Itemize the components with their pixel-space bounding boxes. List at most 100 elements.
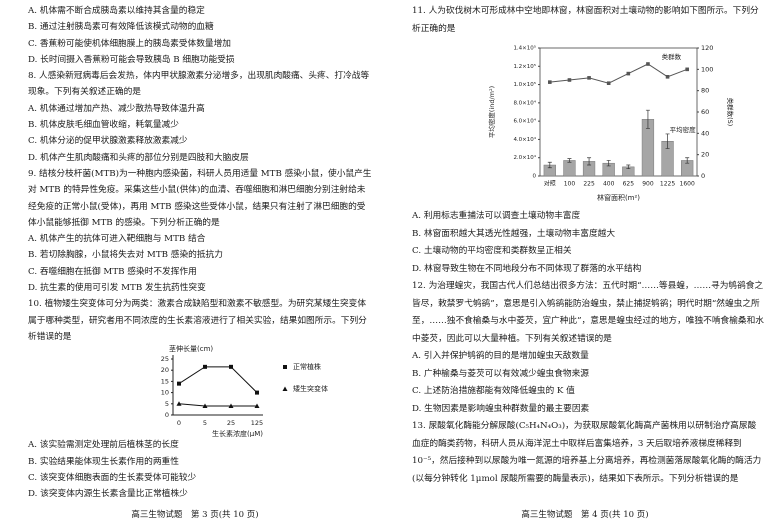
question-stem: 8. 人感染新冠病毒后会发热，体内甲状腺激素分泌增多，出现肌肉酸痛、头疼、打冷战… <box>28 71 370 98</box>
option: B. 机体皮肤毛细血管收缩，耗氧量减少 <box>28 120 179 131</box>
x-tick-label: 100 <box>564 181 576 188</box>
y2-tick-label: 0 <box>701 172 705 180</box>
marker <box>229 365 233 370</box>
y2-tick-label: 120 <box>701 44 713 52</box>
option: A. 该实验需测定处理前后植株茎的长度 <box>28 440 179 451</box>
option: B. 通过注射胰岛素可有效降低该模式动物的血糖 <box>28 22 214 33</box>
figure: 茎伸长量(cm) 生长素浓度(μM) 0 5 10 15 20 25 0 5 25 125 正常植株 矮生… <box>28 345 373 437</box>
y-tick-label: 1.4×10⁵ <box>513 45 536 52</box>
y-tick-label: 1.0×10⁵ <box>513 81 536 88</box>
option: A. 机体需不断合成胰岛素以维持其含量的稳定 <box>28 6 205 16</box>
y-tick-label: 8.0×10⁴ <box>513 99 536 106</box>
series-annotation: 类群数 <box>662 52 682 61</box>
legend-label: 正常植株 <box>293 362 321 371</box>
error-bar <box>645 109 650 129</box>
option: D. 机体产生肌肉酸痛和头疼的部位分别是四肢和大脑皮层 <box>28 152 249 163</box>
page-footer: 高三生物试题 第 3 页(共 10 页) <box>131 510 259 520</box>
option: A. 利用标志重捕法可以调查土壤动物丰富度 <box>412 211 581 221</box>
marker <box>254 403 260 409</box>
x-tick-label: 400 <box>603 181 615 188</box>
marker <box>176 401 182 407</box>
y-tick-label: 2.0×10⁴ <box>513 154 536 161</box>
option: B. 若切除胸腺，小鼠将失去对 MTB 感染的抵抗力 <box>28 250 223 261</box>
y2-tick-label: 100 <box>701 65 713 73</box>
x-axis-label: 林窗面积(m²) <box>597 193 640 202</box>
marker <box>626 71 631 76</box>
x-tick-label: 25 <box>227 419 235 427</box>
y-tick-label: 6.0×10⁴ <box>513 118 536 125</box>
option: C. 机体分泌的促甲状腺激素释放激素减少 <box>28 136 188 147</box>
marker <box>203 365 207 370</box>
marker <box>283 365 287 370</box>
question-stem: 13. 尿酸氧化酶能分解尿酸(C₅H₄N₄O₃)，为获取尿酸氧化酶高产菌株用以研… <box>412 421 762 484</box>
option: A. 机体产生的抗体可进入靶细胞与 MTB 结合 <box>28 234 206 245</box>
left-page: A. 机体需不断合成胰岛素以维持其含量的稳定 B. 通过注射胰岛素可有效降低该模… <box>28 3 373 502</box>
marker <box>665 75 670 79</box>
page-footer: 高三生物试题 第 4 页(共 10 页) <box>521 510 649 520</box>
y-axis-label: 平均密度(ind/m²) <box>487 86 496 138</box>
legend-label: 矮生突变体 <box>293 384 328 393</box>
marker <box>587 76 591 80</box>
error-bar <box>587 157 592 166</box>
bar-line-chart: 0 2.0×10⁴ 4.0×10⁴ 6.0×10⁴ 8.0×10⁴ 1.0×10⁵ 1.2×… <box>487 44 735 202</box>
option: B. 广种榆桑与菱芡可以有效减少蝗虫食物来源 <box>412 368 589 379</box>
x-tick-label: 1225 <box>660 181 675 188</box>
series-annotation: 平均密度 <box>670 125 697 134</box>
option: D. 林窗导致生物在不同地段分布不同体现了群落的水平结构 <box>412 263 642 274</box>
error-bar <box>567 158 572 163</box>
question-stem: 12. 为治理蝗灾，我国古代人们总结出很多方法：五代时期“……等县蝗，……寻为鸲… <box>412 281 764 344</box>
error-bar <box>626 164 631 170</box>
line-chart: 茎伸长量(cm) 生长素浓度(μM) 0 5 10 15 20 25 0 5 25 125 正常植株矮生… <box>161 345 328 437</box>
y-tick-label: 1.2×10⁵ <box>513 63 536 70</box>
option: D. 生物因素是影响蝗虫种群数量的最主要因素 <box>412 403 590 414</box>
y-tick-label: 4.0×10⁴ <box>513 136 536 143</box>
question-stem: 9. 结核分枝杆菌(MTB)为一种胞内感染菌，科研人员用适量 MTB 感染小鼠，… <box>28 168 372 228</box>
y2-tick-label: 60 <box>701 108 709 116</box>
marker <box>202 403 208 409</box>
marker <box>282 386 288 392</box>
option: C. 土壤动物的平均密度和类群数呈正相关 <box>412 246 572 256</box>
marker <box>255 390 259 395</box>
x-tick-label: 1600 <box>680 181 695 188</box>
y-tick-label: 0 <box>165 411 169 419</box>
error-bar <box>606 160 611 167</box>
figure: 0 2.0×10⁴ 4.0×10⁴ 6.0×10⁴ 8.0×10⁴ 1.0×10⁵ 1.2×… <box>412 38 764 208</box>
option: C. 上述防治措施都能有效降低蝗虫的 K 值 <box>412 386 575 396</box>
question-stem: 10. 植物矮生突变体可分为两类：激素合成缺陷型和激素不敏感型。为研究某矮生突变… <box>28 299 367 342</box>
y2-tick-label: 20 <box>701 151 709 159</box>
option: A. 引入并保护鸲鹆的目的是增加蝗虫天敌数量 <box>412 351 589 361</box>
marker <box>177 381 181 386</box>
marker <box>228 403 234 409</box>
y2-tick-label: 40 <box>701 129 709 137</box>
option: B. 实验结果能体现生长素作用的两重性 <box>28 456 179 467</box>
marker <box>646 62 650 66</box>
option: D. 该突变体内源生长素含量比正常植株少 <box>28 489 188 500</box>
marker <box>567 78 572 82</box>
x-tick-label: 125 <box>251 419 263 427</box>
x-tick-label: 5 <box>203 419 207 427</box>
y-tick-label: 10 <box>161 389 169 397</box>
data-line <box>549 63 688 84</box>
right-page: 11. 人为砍伐树木可形成林中空地即林窗，林窗面积对土壤动物的影响如下图所示。下… <box>412 3 764 488</box>
x-tick-label: 对照 <box>544 180 556 188</box>
error-bar <box>685 157 690 164</box>
y-axis-label: 茎伸长量(cm) <box>169 345 213 353</box>
marker <box>606 81 611 85</box>
marker <box>685 67 689 72</box>
y-tick-label: 20 <box>161 366 169 374</box>
x-tick-label: 900 <box>642 181 654 188</box>
option: C. 吞噬细胞在抵御 MTB 感染时不发挥作用 <box>28 266 197 277</box>
y-tick-label: 25 <box>161 355 169 363</box>
option: A. 机体通过增加产热、减少散热导致体温升高 <box>28 103 205 114</box>
option: C. 香蕉粉可能使机体细胞膜上的胰岛素受体数量增加 <box>28 38 231 49</box>
x-axis-label: 生长素浓度(μM) <box>212 429 263 437</box>
y-tick-label: 5 <box>165 400 169 408</box>
y2-axis-label: 类群数(S) <box>726 98 735 127</box>
error-bar <box>547 161 552 169</box>
marker <box>548 80 552 84</box>
bar <box>563 160 576 177</box>
x-tick-label: 625 <box>623 181 635 188</box>
x-tick-label: 0 <box>177 419 181 427</box>
y-tick-label: 0 <box>533 174 537 180</box>
